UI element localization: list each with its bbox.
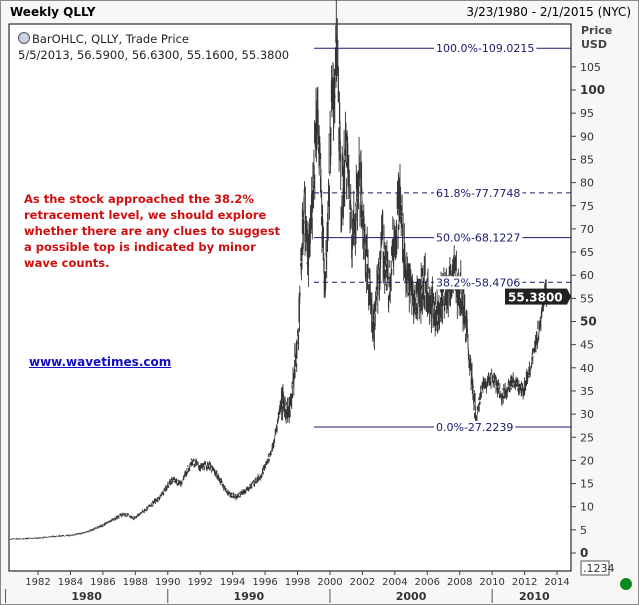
fib-label-bg — [434, 186, 523, 200]
x-tick-label: 1982 — [25, 577, 50, 588]
y-tick-label: 100 — [580, 83, 605, 97]
ohlc-bars — [8, 0, 548, 540]
annotation-text: As the stock approached the 38.2% retrac… — [24, 192, 281, 270]
y-tick-label: 40 — [580, 362, 594, 375]
decade-label: 2010 — [519, 590, 550, 603]
decade-label: 1990 — [234, 590, 265, 603]
legend-series: BarOHLC, QLLY, Trade Price — [32, 32, 189, 46]
fib-label-bg — [434, 42, 537, 56]
corner-box — [580, 560, 610, 576]
y-tick-label: 15 — [580, 478, 594, 491]
y-tick-label: 25 — [580, 431, 594, 444]
x-tick-label: 1986 — [90, 577, 115, 588]
y-tick-label: 95 — [580, 107, 594, 120]
fib-label: 0.0%-27.2239 — [436, 421, 513, 434]
y-tick-label: 80 — [580, 177, 594, 190]
x-tick-label: 1984 — [58, 577, 83, 588]
fib-label-bg — [434, 420, 516, 434]
last-price-pointer — [567, 288, 571, 305]
x-tick-label: 1994 — [220, 577, 245, 588]
y-tick-label: 45 — [580, 339, 594, 352]
x-tick-label: 1988 — [123, 577, 148, 588]
fib-label-bg — [434, 231, 523, 245]
x-tick-label: 1992 — [187, 577, 212, 588]
x-tick-label: 2006 — [415, 577, 440, 588]
status-dot-icon — [620, 578, 632, 590]
fib-label: 50.0%-68.1227 — [436, 232, 520, 245]
price-series — [8, 0, 548, 540]
corner-label: .1234 — [583, 562, 615, 575]
x-tick-label: 2002 — [350, 577, 375, 588]
fib-label: 38.2%-58.4706 — [436, 276, 520, 289]
y-tick-label: 50 — [580, 315, 597, 329]
x-tick-label: 2012 — [512, 577, 537, 588]
chart-title: Weekly QLLY — [10, 5, 96, 19]
y-tick-label: 105 — [580, 61, 601, 74]
x-tick-label: 1990 — [155, 577, 180, 588]
y-tick-label: 35 — [580, 385, 594, 398]
y-tick-label: 90 — [580, 130, 594, 143]
x-tick-label: 2000 — [317, 577, 342, 588]
website-link[interactable]: www.wavetimes.com — [29, 355, 172, 369]
last-price-box — [505, 288, 567, 305]
x-tick-label: 1996 — [252, 577, 277, 588]
y-axis-label: USD — [581, 38, 607, 51]
fib-label: 61.8%-77.7748 — [436, 187, 520, 200]
x-tick-label: 2008 — [447, 577, 472, 588]
date-range: 3/23/1980 - 2/1/2015 (NYC) — [466, 5, 631, 19]
decade-label: 2000 — [396, 590, 427, 603]
y-tick-label: 30 — [580, 408, 594, 421]
y-axis-label: Price — [581, 24, 612, 37]
decade-label: 1980 — [71, 590, 102, 603]
y-tick-label: 75 — [580, 200, 594, 213]
y-tick-label: 65 — [580, 246, 594, 259]
plot-area — [8, 23, 572, 572]
y-tick-label: 70 — [580, 223, 594, 236]
y-tick-label: 60 — [580, 269, 594, 282]
x-tick-label: 2014 — [544, 577, 569, 588]
x-tick-label: 1998 — [285, 577, 310, 588]
y-tick-label: 0 — [580, 546, 588, 560]
y-tick-label: 10 — [580, 501, 594, 514]
y-tick-label: 20 — [580, 454, 594, 467]
last-price-label: 55.3800 — [508, 291, 563, 305]
x-tick-label: 2010 — [479, 577, 504, 588]
legend: BarOHLC, QLLY, Trade Price 5/5/2013, 56.… — [18, 31, 289, 63]
y-tick-label: 85 — [580, 153, 594, 166]
x-tick-label: 2004 — [382, 577, 407, 588]
clock-icon — [18, 32, 30, 44]
fib-label-bg — [434, 276, 523, 290]
y-tick-label: 5 — [580, 524, 587, 537]
fib-label: 100.0%-109.0215 — [436, 42, 534, 55]
legend-values: 5/5/2013, 56.5900, 56.6300, 55.1600, 55.… — [18, 48, 290, 62]
y-tick-label: 55 — [580, 292, 594, 305]
